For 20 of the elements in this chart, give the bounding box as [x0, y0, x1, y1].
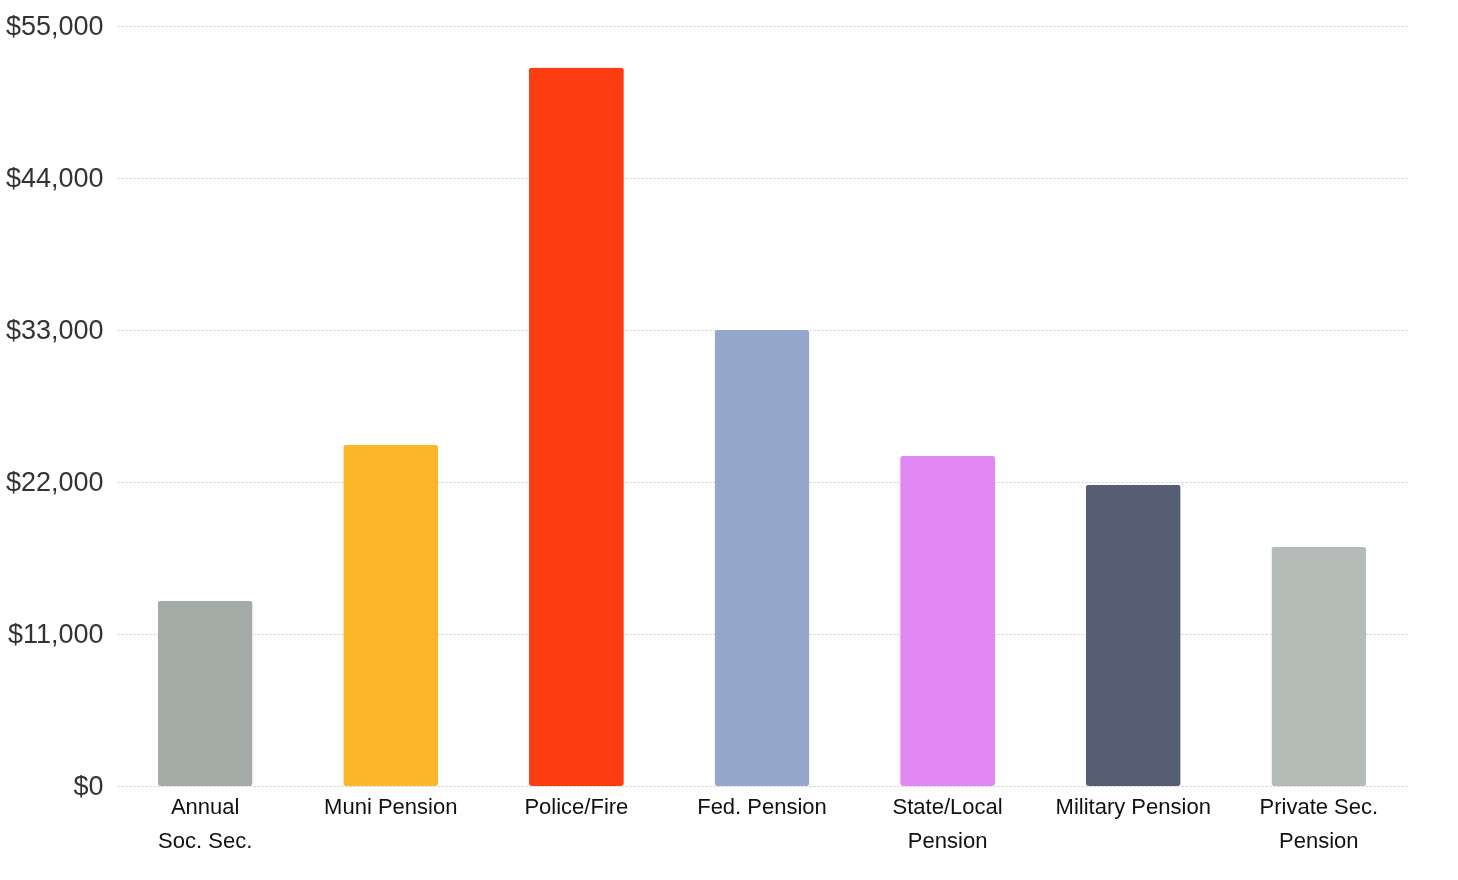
y-tick-label: $11,000: [7, 618, 104, 649]
bar: [157, 600, 253, 786]
y-tick-label: $0: [73, 770, 104, 801]
x-tick-label: Police/Fire: [524, 793, 629, 819]
y-tick-label: $33,000: [5, 314, 104, 345]
bar: [1085, 484, 1181, 786]
x-tick-label: Private Sec. Pension: [1259, 793, 1379, 853]
x-tick-label: Annual Soc. Sec.: [158, 793, 253, 853]
bar: [528, 67, 624, 786]
bar: [714, 330, 810, 786]
x-tick-label: State/Local Pension: [892, 793, 1003, 853]
bar: [343, 444, 439, 786]
x-tick-label: Fed. Pension: [697, 793, 827, 819]
bar: [1271, 546, 1367, 786]
y-tick-label: $44,000: [5, 162, 104, 193]
y-tick-label: $22,000: [5, 466, 104, 497]
x-tick-label: Military Pension: [1055, 793, 1211, 819]
x-tick-label: Muni Pension: [324, 793, 458, 819]
y-tick-label: $55,000: [5, 10, 104, 41]
bar: [900, 455, 996, 786]
